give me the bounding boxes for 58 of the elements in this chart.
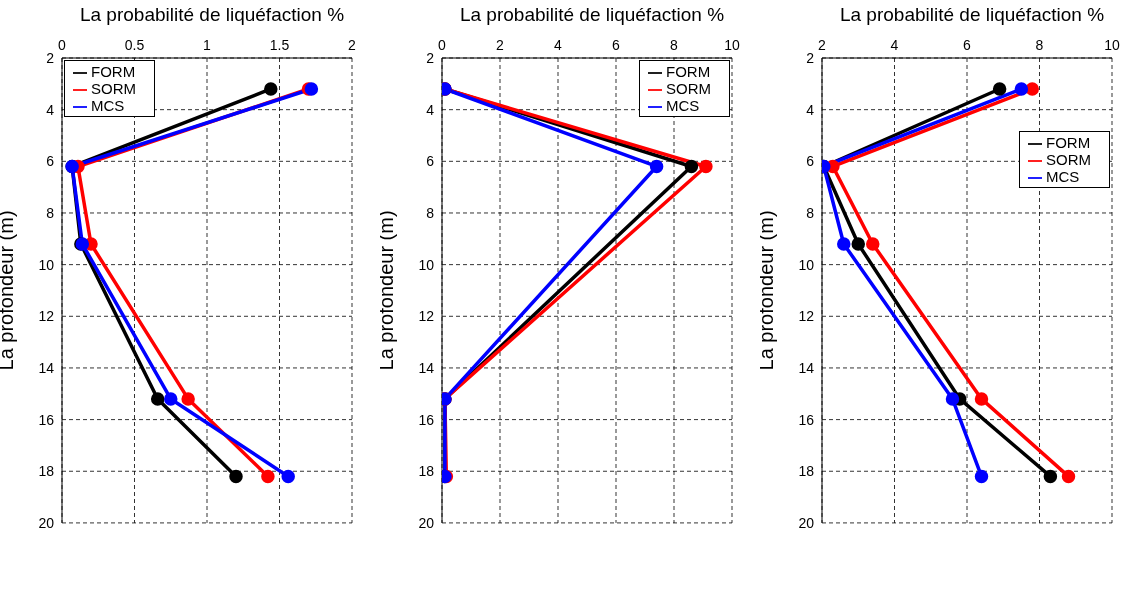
y-tick-label: 2 [46, 49, 55, 66]
legend-label: MCS [91, 97, 125, 115]
y-tick-label: 18 [798, 463, 815, 480]
y-tick-label: 16 [418, 411, 435, 428]
x-axis-title: La probabilité de liquéfaction % [458, 4, 726, 26]
y-tick-label: 10 [798, 256, 815, 273]
y-tick-label: 16 [38, 411, 55, 428]
x-tick-label: 0 [438, 37, 447, 53]
y-tick-label: 12 [38, 308, 55, 325]
legend-label: FORM [666, 63, 711, 80]
x-tick-label: 2 [818, 37, 827, 53]
x-tick-label: 1.5 [269, 37, 290, 53]
x-tick-label: 8 [670, 37, 679, 53]
y-tick-label: 14 [418, 359, 435, 376]
y-tick-label: 18 [418, 463, 435, 480]
y-tick-label: 20 [38, 514, 55, 531]
x-tick-label: 10 [724, 37, 740, 53]
y-tick-label: 10 [38, 256, 55, 273]
x-tick-label: 0.5 [124, 37, 145, 53]
y-tick-label: 14 [798, 359, 815, 376]
y-tick-label: 6 [46, 153, 55, 170]
y-tick-label: 8 [46, 204, 55, 221]
y-tick-label: 4 [806, 101, 815, 118]
y-tick-label: 18 [38, 463, 55, 480]
y-tick-label: 16 [798, 411, 815, 428]
x-tick-label: 4 [890, 37, 899, 53]
x-tick-label: 6 [963, 37, 972, 53]
x-tick-label: 4 [554, 37, 563, 53]
y-tick-label: 12 [798, 308, 815, 325]
y-tick-label: 4 [46, 101, 55, 118]
legend-label: MCS [666, 97, 700, 115]
y-tick-label: 2 [806, 49, 815, 66]
x-tick-label: 0 [58, 37, 67, 53]
y-tick-label: 20 [418, 514, 435, 531]
x-tick-label: 2 [496, 37, 505, 53]
x-tick-label: 2 [348, 37, 357, 53]
y-tick-label: 14 [38, 359, 55, 376]
y-tick-label: 10 [418, 256, 435, 273]
legend-label: FORM [1046, 134, 1091, 152]
x-tick-label: 10 [1104, 37, 1120, 53]
legend-label: SORM [1046, 151, 1091, 169]
y-tick-label: 12 [418, 308, 435, 325]
y-tick-label: 8 [426, 204, 435, 221]
y-tick-label: 6 [426, 153, 435, 170]
y-tick-label: 4 [426, 101, 435, 118]
x-tick-label: 1 [203, 37, 212, 53]
x-axis-title: La probabilité de liquéfaction % [78, 4, 346, 26]
y-tick-label: 8 [806, 204, 815, 221]
y-tick-label: 2 [426, 49, 435, 66]
x-axis-title: La probabilité de liquéfaction % [838, 4, 1106, 26]
y-tick-label: 20 [798, 514, 815, 531]
legend-label: SORM [666, 80, 711, 98]
x-tick-label: 8 [1035, 37, 1044, 53]
legend-label: FORM [91, 63, 136, 80]
legend-label: MCS [1046, 168, 1080, 186]
legend-label: SORM [91, 80, 136, 98]
x-tick-label: 6 [612, 37, 621, 53]
y-tick-label: 6 [806, 153, 815, 170]
